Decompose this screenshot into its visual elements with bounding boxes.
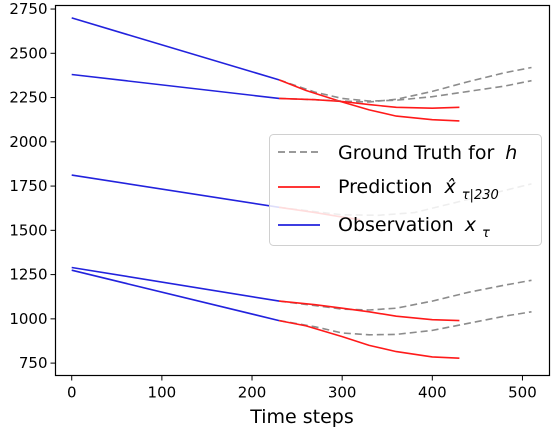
legend-prediction-sub: τ|230 (462, 188, 499, 203)
series-5-prediction-line (278, 319, 460, 359)
series-4-observation-line (71, 266, 280, 302)
legend-prediction-text: Prediction (338, 176, 432, 198)
series-4-prediction-line (279, 300, 460, 322)
series-5-observation-line (71, 269, 280, 322)
series-1-ground-truth-line (278, 79, 532, 102)
y-tick-label: 1250 (9, 266, 47, 284)
plot-frame (54, 4, 551, 377)
x-tick-label: 0 (67, 384, 77, 402)
legend-prediction-label: Prediction x̂ τ|230 (338, 176, 499, 203)
series-2-observation-line (71, 73, 280, 100)
x-tick-label: 300 (328, 384, 357, 402)
series-2-ground-truth-line (279, 66, 532, 103)
series-5-ground-truth-line (278, 311, 532, 336)
y-tick-label: 2500 (9, 44, 47, 62)
series-1-observation-line (71, 17, 280, 81)
legend: Ground Truth for h Prediction x̂ τ|230 O… (269, 134, 542, 246)
legend-observation-math: x (464, 214, 477, 236)
legend-observation-sub: τ (482, 226, 490, 241)
legend-gt-label: Ground Truth for h (338, 142, 517, 164)
x-tick-label: 400 (418, 384, 447, 402)
legend-observation-label: Observation x τ (338, 214, 490, 241)
y-tick-label: 1750 (9, 177, 47, 195)
series-3-observation-line (71, 174, 280, 209)
legend-observation-text: Observation (338, 214, 454, 236)
x-tick-label: 200 (238, 384, 267, 402)
x-tick-label: 100 (148, 384, 177, 402)
y-tick-label: 2750 (9, 0, 47, 18)
series-2-prediction-line (279, 97, 460, 109)
x-axis-label: Time steps (249, 406, 354, 428)
ticks-layer: 0 100 200 300 400 500 750 1000 1250 1500 1750 2000 2… (9, 0, 536, 401)
y-tick-label: 750 (19, 354, 48, 372)
legend-frame (269, 134, 542, 246)
series-1-prediction-line (278, 79, 460, 122)
y-tick-label: 1000 (9, 310, 47, 328)
legend-gt-text: Ground Truth for (338, 142, 494, 164)
y-tick-label: 2000 (9, 133, 47, 151)
y-tick-label: 1500 (9, 221, 47, 239)
y-tick-label: 2250 (9, 89, 47, 107)
series-4-ground-truth-line (279, 279, 532, 311)
x-tick-label: 500 (508, 384, 537, 402)
legend-prediction-math: x̂ (443, 176, 456, 198)
legend-gt-math: h (505, 142, 517, 164)
